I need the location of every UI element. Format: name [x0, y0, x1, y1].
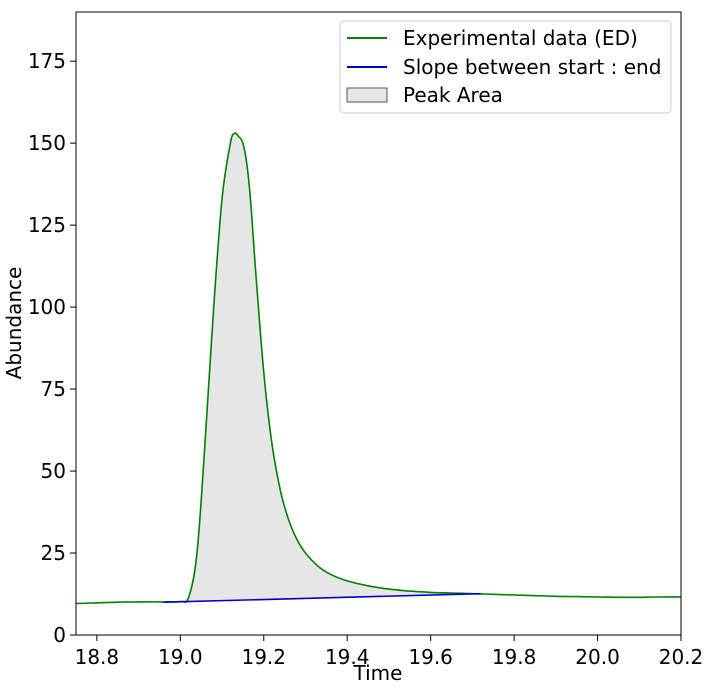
y-tick-label: 100 [28, 295, 66, 319]
y-axis-ticks: 0 25 50 75 100 125 150 175 [28, 49, 76, 647]
y-tick-label: 50 [41, 459, 66, 483]
x-tick-label: 19.6 [408, 645, 453, 669]
y-tick-label: 125 [28, 213, 66, 237]
x-tick-label: 18.8 [75, 645, 120, 669]
y-tick-label: 150 [28, 131, 66, 155]
y-tick-label: 25 [41, 541, 66, 565]
x-axis-ticks: 18.8 19.0 19.2 19.4 19.6 19.8 20.0 20.2 [75, 635, 704, 669]
x-tick-label: 19.2 [241, 645, 286, 669]
legend-box [339, 20, 672, 114]
series-layer [75, 132, 682, 605]
y-axis-label: Abundance [2, 267, 26, 380]
x-tick-label: 20.0 [575, 645, 620, 669]
y-tick-label: 0 [53, 623, 66, 647]
x-tick-label: 19.8 [492, 645, 537, 669]
legend-label-slope: Slope between start : end [403, 55, 661, 79]
plot-frame [75, 11, 682, 636]
series-line-experimental [75, 132, 682, 605]
y-tick-label: 75 [41, 377, 66, 401]
x-tick-label: 19.0 [158, 645, 203, 669]
peak-area [163, 133, 481, 603]
legend-label-peak-area: Peak Area [403, 83, 503, 107]
series-line-slope [163, 592, 481, 603]
legend-label-experimental: Experimental data (ED) [403, 26, 638, 50]
peak-area-layer [163, 133, 481, 603]
x-axis-label: Time [353, 661, 403, 685]
x-tick-label: 20.2 [659, 645, 704, 669]
x-tick-label: 19.4 [325, 645, 370, 669]
legend: Experimental data (ED) Slope between sta… [339, 20, 672, 114]
legend-swatch-peak-area [346, 87, 388, 103]
y-tick-label: 175 [28, 49, 66, 73]
